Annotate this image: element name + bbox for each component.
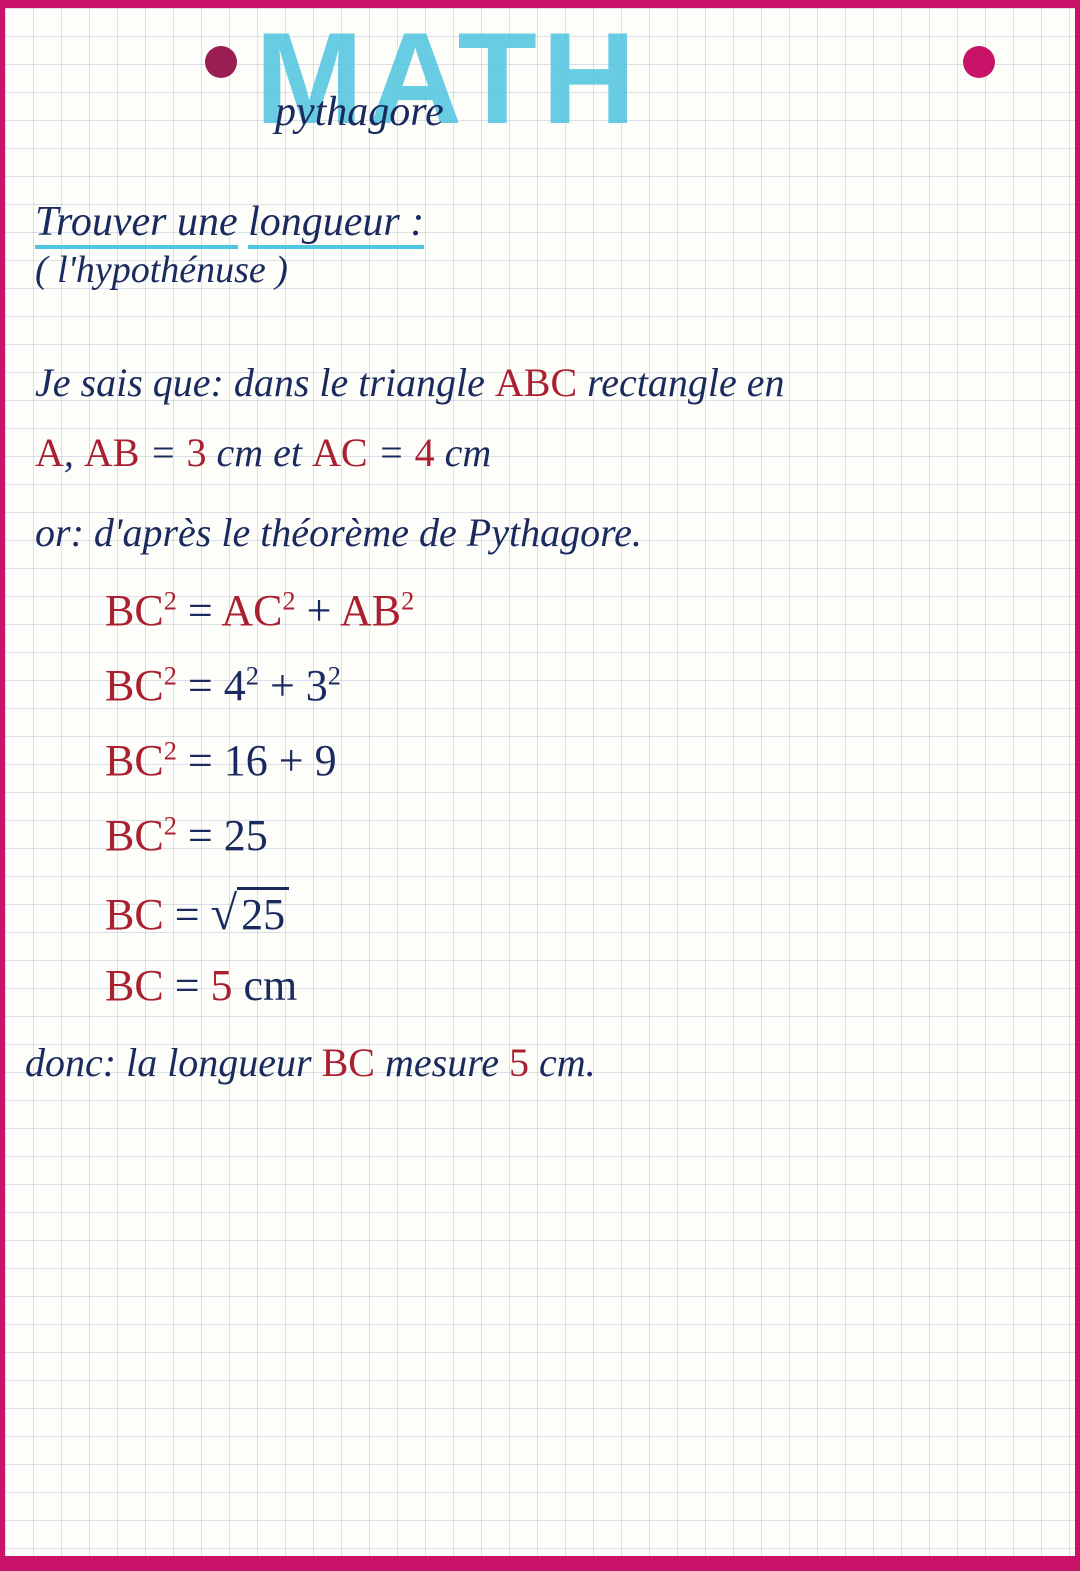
header: MATH pythagore bbox=[255, 28, 815, 158]
punch-hole-left bbox=[205, 46, 237, 78]
theorem-line: or: d'après le théorème de Pythagore. bbox=[35, 503, 1045, 563]
section-title: Trouver une longueur : bbox=[35, 198, 424, 246]
given-line-2: A, AB = 3 cm et AC = 4 cm bbox=[35, 423, 1045, 483]
conclusion: donc: la longueur BC mesure 5 cm. bbox=[25, 1033, 1035, 1093]
chapter-subtitle: pythagore bbox=[275, 88, 444, 136]
calc-step-6: BC = 5 cm bbox=[105, 953, 1075, 1019]
calc-step-5: BC = √25 bbox=[105, 878, 1075, 951]
calc-step-4: BC2 = 25 bbox=[105, 803, 1075, 869]
graph-paper: MATH pythagore Trouver une longueur : ( … bbox=[5, 8, 1075, 1556]
punch-hole-right bbox=[963, 46, 995, 78]
calc-step-2: BC2 = 42 + 32 bbox=[105, 653, 1075, 719]
section-subtitle: ( l'hypothénuse ) bbox=[35, 248, 288, 292]
calc-step-1: BC2 = AC2 + AB2 bbox=[105, 578, 1075, 644]
given-line-1: Je sais que: dans le triangle ABC rectan… bbox=[35, 353, 1045, 413]
calc-step-3: BC2 = 16 + 9 bbox=[105, 728, 1075, 794]
